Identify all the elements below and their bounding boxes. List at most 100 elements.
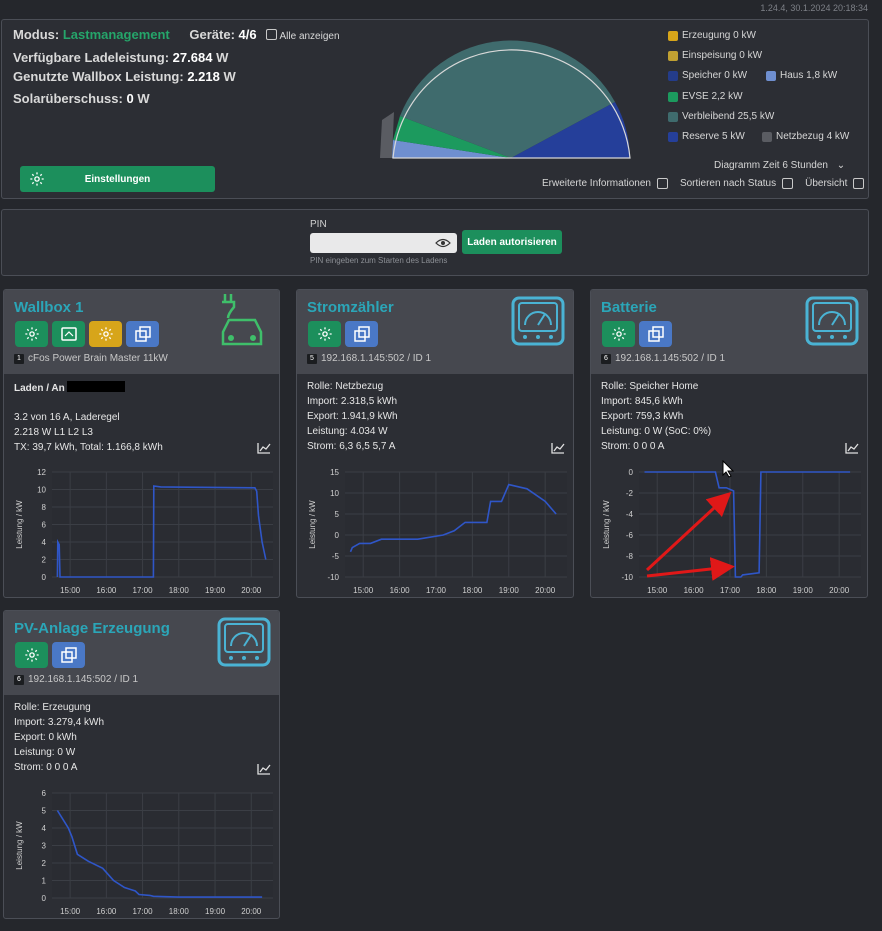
- x-tick-label: 20:00: [535, 586, 556, 595]
- legend-label: Einspeisung 0 kW: [682, 50, 763, 61]
- x-tick-label: 18:00: [169, 586, 190, 595]
- power-gauge: [380, 40, 631, 159]
- x-tick-label: 17:00: [426, 586, 447, 595]
- meter-gauge-icon: [217, 617, 271, 667]
- mode-value: Lastmanagement: [62, 27, 170, 42]
- pin-label: PIN: [310, 219, 327, 230]
- overview-checkbox[interactable]: [853, 178, 865, 189]
- settings-button[interactable]: Einstellungen: [20, 166, 215, 192]
- gauge-verbleibend: [400, 40, 615, 158]
- y-tick-label: -10: [621, 573, 633, 582]
- chart-toggle-icon[interactable]: [257, 442, 271, 454]
- x-tick-label: 17:00: [133, 586, 154, 595]
- meter-role: Rolle: Netzbezug: [307, 381, 384, 392]
- solar-surplus: Solarüberschuss: 0 W: [13, 91, 150, 106]
- charge-status: Laden / An: [14, 381, 125, 394]
- x-tick-label: 15:00: [60, 907, 81, 916]
- meter-card: Stromzähler 5 192.168.1.145:502 / ID 1 Ro…: [296, 289, 574, 598]
- settings-icon-button[interactable]: [602, 321, 635, 347]
- charge-settings-button[interactable]: [89, 321, 122, 347]
- y-tick-label: 12: [37, 468, 46, 477]
- legend-item: EVSE 2,2 kW: [668, 91, 743, 102]
- y-tick-label: 15: [330, 468, 339, 477]
- y-tick-label: 3: [42, 842, 47, 851]
- display-button[interactable]: [52, 321, 85, 347]
- y-tick-label: -8: [626, 552, 634, 561]
- charge-power: 2.218 W L1 L2 L3: [14, 427, 93, 438]
- sort-status-checkbox[interactable]: [782, 178, 794, 189]
- legend-swatch: [668, 30, 678, 41]
- external-link-icon: [647, 326, 664, 342]
- y-tick-label: -6: [626, 531, 634, 540]
- legend-item: Netzbezug 4 kW: [762, 131, 849, 142]
- pv-export: Export: 0 kWh: [14, 732, 77, 743]
- legend-swatch: [668, 50, 678, 61]
- wallbox-card: Wallbox 1 1 cFos Power Brain Master 11kW …: [3, 289, 280, 598]
- y-axis-label: Leistung / kW: [15, 821, 24, 870]
- chart-toggle-icon[interactable]: [257, 763, 271, 775]
- gear-icon: [317, 327, 332, 341]
- card-subtitle: 6 192.168.1.145:502 / ID 1: [14, 674, 138, 685]
- authorize-button[interactable]: Laden autorisieren: [462, 230, 562, 254]
- legend-item: Haus 1,8 kW: [766, 70, 837, 81]
- x-tick-label: 15:00: [647, 586, 668, 595]
- settings-icon-button[interactable]: [15, 642, 48, 668]
- chart-toggle-icon[interactable]: [845, 442, 859, 454]
- option-row: Erweiterte Informationen Sortieren nach …: [542, 178, 865, 189]
- legend-swatch: [766, 70, 776, 81]
- gauge-netzbezug: [380, 112, 394, 158]
- legend-swatch: [668, 111, 678, 122]
- y-axis-label: Leistung / kW: [602, 500, 611, 549]
- chart-toggle-icon[interactable]: [551, 442, 565, 454]
- external-link-icon: [134, 326, 151, 342]
- meter-import: Import: 2.318,5 kWh: [307, 396, 398, 407]
- available-power: Verfügbare Ladeleistung: 27.684 W: [13, 50, 229, 65]
- show-all-toggle[interactable]: Alle anzeigen: [266, 29, 340, 42]
- y-tick-label: -2: [626, 489, 634, 498]
- meter-export: Export: 1.941,9 kWh: [307, 411, 398, 422]
- battery-role: Rolle: Speicher Home: [601, 381, 699, 392]
- card-subtitle: 5 192.168.1.145:502 / ID 1: [307, 353, 431, 364]
- x-tick-label: 19:00: [205, 586, 226, 595]
- x-tick-label: 20:00: [241, 907, 262, 916]
- battery-current: Strom: 0 0 0 A: [601, 441, 665, 452]
- legend-label: Reserve 5 kW: [682, 131, 745, 142]
- y-tick-label: 0: [42, 894, 47, 903]
- extended-info-checkbox[interactable]: [656, 178, 668, 189]
- pin-input[interactable]: [310, 233, 457, 253]
- card-subtitle: 1 cFos Power Brain Master 11kW: [14, 353, 168, 364]
- settings-icon-button[interactable]: [308, 321, 341, 347]
- version-label: 1.24.4, 30.1.2024 20:18:34: [760, 3, 868, 13]
- pv-current: Strom: 0 0 0 A: [14, 762, 78, 773]
- mouse-cursor-icon: [722, 460, 734, 478]
- x-tick-label: 18:00: [462, 586, 483, 595]
- pv-role: Rolle: Erzeugung: [14, 702, 91, 713]
- y-tick-label: -4: [626, 510, 634, 519]
- gauge-evse: [393, 116, 511, 158]
- show-all-checkbox[interactable]: [266, 29, 278, 40]
- settings-icon-button[interactable]: [15, 321, 48, 347]
- legend-item: Erzeugung 0 kW: [668, 30, 756, 41]
- card-title: Stromzähler: [307, 299, 394, 316]
- x-tick-label: 19:00: [499, 586, 520, 595]
- meter-gauge-icon: [805, 296, 859, 346]
- battery-export: Export: 759,3 kWh: [601, 411, 684, 422]
- meter-gauge-icon: [511, 296, 565, 346]
- open-external-button[interactable]: [345, 321, 378, 347]
- open-external-button[interactable]: [639, 321, 672, 347]
- pv-chart: 6 5 4 3 2 1 0 15:00 16:00 17:00 18:00 19:00 20:00 Lei…: [15, 789, 273, 916]
- plot-area: [345, 472, 567, 577]
- y-tick-label: 4: [42, 538, 47, 547]
- legend-swatch: [762, 131, 772, 142]
- x-tick-label: 16:00: [684, 586, 705, 595]
- diagram-time-select[interactable]: Diagramm Zeit 6 Stunden ⌄: [714, 160, 846, 171]
- pv-import: Import: 3.279,4 kWh: [14, 717, 105, 728]
- eye-icon[interactable]: [435, 238, 451, 248]
- legend-item: Einspeisung 0 kW: [668, 50, 762, 61]
- series-line: [644, 471, 851, 578]
- open-external-button[interactable]: [52, 642, 85, 668]
- x-tick-label: 16:00: [96, 586, 117, 595]
- x-tick-label: 17:00: [133, 907, 154, 916]
- x-tick-label: 15:00: [60, 586, 81, 595]
- open-external-button[interactable]: [126, 321, 159, 347]
